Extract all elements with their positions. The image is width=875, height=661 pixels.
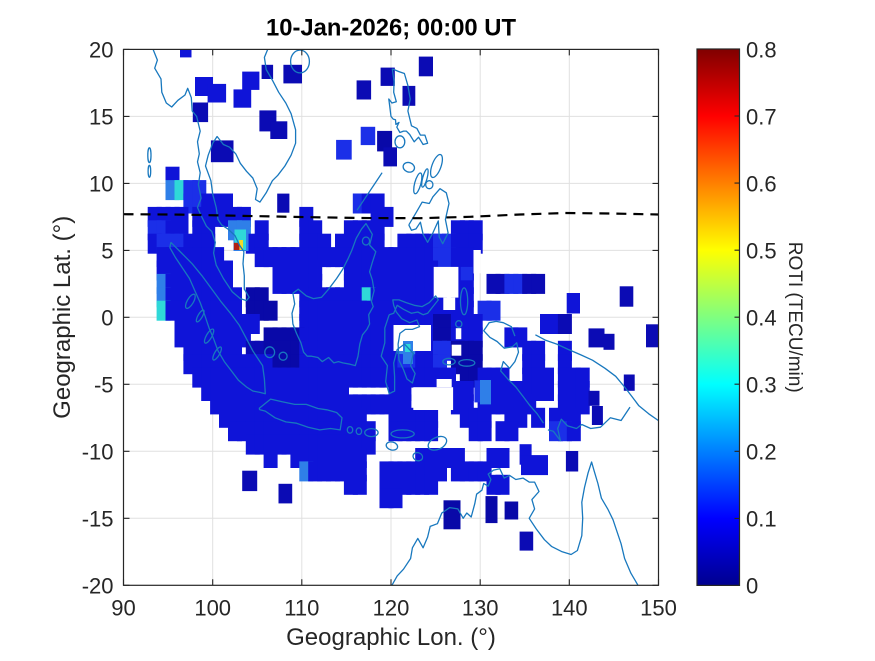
svg-text:0.3: 0.3 — [746, 373, 777, 398]
svg-text:0.6: 0.6 — [746, 171, 777, 196]
svg-text:10: 10 — [89, 172, 113, 197]
svg-text:-15: -15 — [82, 507, 114, 532]
svg-text:5: 5 — [101, 239, 113, 264]
svg-text:0.2: 0.2 — [746, 440, 777, 465]
svg-text:Geographic Lat. (°): Geographic Lat. (°) — [49, 216, 76, 419]
svg-text:ROTI (TECU/min): ROTI (TECU/min) — [784, 242, 805, 393]
svg-text:Geographic Lon. (°): Geographic Lon. (°) — [286, 624, 496, 651]
svg-text:0.5: 0.5 — [746, 239, 777, 264]
svg-text:150: 150 — [640, 596, 677, 621]
svg-text:130: 130 — [462, 596, 499, 621]
svg-text:140: 140 — [551, 596, 588, 621]
svg-text:0.8: 0.8 — [746, 37, 777, 62]
svg-text:0.1: 0.1 — [746, 507, 777, 532]
svg-text:10-Jan-2026; 00:00 UT: 10-Jan-2026; 00:00 UT — [266, 15, 516, 42]
svg-text:90: 90 — [111, 596, 135, 621]
svg-text:-20: -20 — [82, 574, 114, 599]
svg-text:20: 20 — [89, 38, 113, 63]
svg-text:0: 0 — [101, 306, 113, 331]
svg-text:0.4: 0.4 — [746, 306, 777, 331]
svg-text:15: 15 — [89, 105, 113, 130]
svg-text:110: 110 — [284, 596, 319, 621]
svg-text:-5: -5 — [94, 373, 114, 398]
svg-text:0.7: 0.7 — [746, 104, 777, 129]
svg-text:0: 0 — [746, 574, 758, 599]
svg-text:120: 120 — [373, 596, 410, 621]
svg-text:-10: -10 — [82, 440, 114, 465]
svg-text:100: 100 — [194, 596, 231, 621]
